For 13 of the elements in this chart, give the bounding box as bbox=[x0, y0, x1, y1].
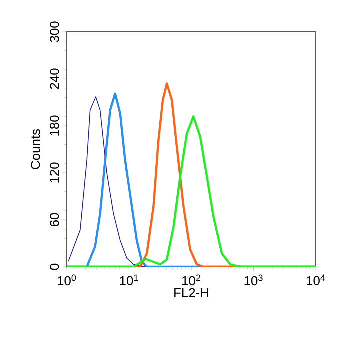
y-tick-label: 180 bbox=[50, 116, 60, 136]
x-axis-title: FL2-H bbox=[174, 288, 208, 298]
y-tick-label: 120 bbox=[50, 162, 60, 183]
x-tick-label: 10$^{4}$ bbox=[307, 274, 326, 286]
y-tick-label: 60 bbox=[50, 213, 60, 227]
y-tick-label: 0 bbox=[50, 264, 60, 270]
y-tick-label: 240 bbox=[50, 68, 60, 90]
y-tick-label: 300 bbox=[50, 22, 60, 42]
x-tick-label: 10$^{1}$ bbox=[120, 274, 138, 286]
x-tick-label: 10$^{3}$ bbox=[244, 274, 263, 286]
x-tick-label: 10$^{2}$ bbox=[182, 274, 201, 286]
x-tick-label: 10$^{0}$ bbox=[58, 274, 76, 286]
y-axis-title: Counts bbox=[31, 129, 40, 170]
